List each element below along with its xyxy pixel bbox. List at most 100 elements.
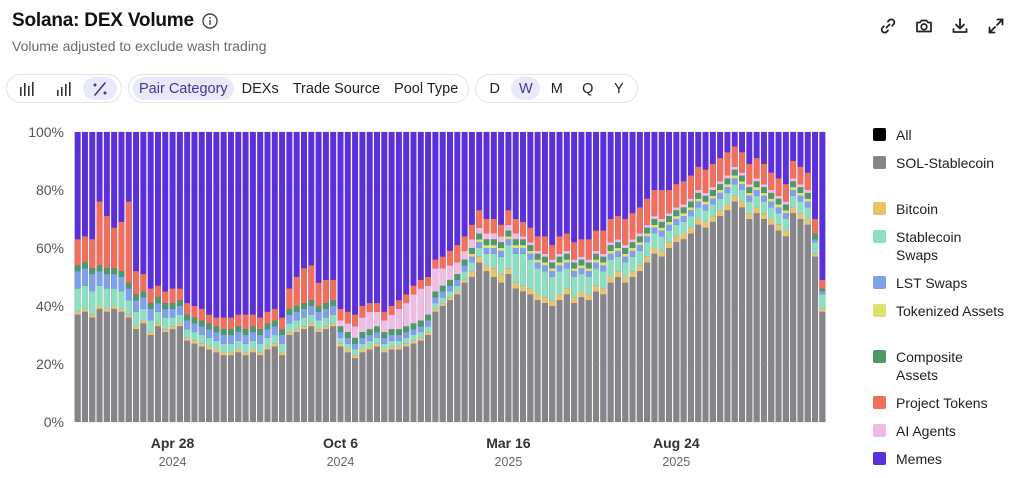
legend-item[interactable]: Project Tokens [873,394,1006,412]
bar-segment [286,288,293,309]
expand-icon[interactable] [984,14,1008,38]
bar-segment [490,219,497,234]
bar-segment [673,210,680,217]
bar-segment [454,245,461,263]
bar-segment [447,300,453,422]
bar-segment [125,288,132,301]
bar-segment [81,268,88,286]
bar-segment [549,306,556,422]
bar-segment [206,323,213,330]
bar-segment [651,227,658,234]
bar-segment [74,314,81,422]
period-year[interactable]: Y [613,80,624,97]
bar-segment [417,279,424,289]
tab-dexs[interactable]: DEXs [241,80,279,97]
bar-segment [388,340,395,347]
period-week[interactable]: W [511,77,541,100]
legend-item[interactable]: Composite Assets [873,348,1006,384]
bar-segment [636,236,643,243]
bar-segment [658,221,665,228]
bar-segment [89,239,96,269]
bar-segment [468,277,475,422]
legend-item[interactable]: AI Agents [873,422,1006,440]
bar-segment [578,259,585,266]
bar-segment [483,253,490,266]
camera-icon[interactable] [912,14,936,38]
bar-segment [687,207,694,211]
bar-segment [702,195,709,202]
bar-segment [695,219,702,225]
bar-segment [388,346,395,350]
bar-segment [775,204,782,208]
legend-item[interactable]: LST Swaps [873,274,1006,292]
bar-segment [366,340,373,347]
bar-segment [753,213,760,422]
download-icon[interactable] [948,14,972,38]
info-icon[interactable] [202,13,218,29]
stacked-bar-chart-button[interactable] [47,77,81,100]
bar-segment [724,184,731,188]
bar-segment [330,300,337,306]
legend-item[interactable]: Bitcoin [873,200,1006,218]
bar-segment [184,314,191,321]
bar-segment [220,317,227,330]
bar-segment [520,245,527,248]
period-quarter[interactable]: Q [582,80,594,97]
bar-segment [264,337,271,347]
legend-item[interactable]: Memes [873,450,1006,468]
bar-segment [257,343,264,353]
bar-segment [476,248,483,257]
percent-chart-button[interactable] [83,77,117,100]
bar-segment [556,294,563,301]
bar-segment [746,187,753,193]
bar-segment-memes [184,132,191,422]
bar-segment [483,219,490,234]
bar-segment [133,271,140,295]
bar-segment [512,253,519,283]
bar-segment [717,192,724,199]
period-month[interactable]: M [550,80,563,97]
bar-segment [227,329,234,335]
bar-segment [578,274,585,292]
bar-segment [782,201,789,205]
legend-item[interactable]: SOL-Stablecoin [873,154,1006,172]
bar-segment [476,239,483,243]
bar-segment [344,352,351,422]
bar-segment [644,233,651,237]
bar-segment [607,277,614,283]
bar-segment [717,198,724,211]
bar-segment [483,271,490,422]
bar-segment [753,195,760,208]
bar-segment [490,239,497,246]
tab-pool-type[interactable]: Pool Type [394,80,459,97]
bar-segment [644,242,651,257]
bar-segment [600,271,607,289]
bar-segment [709,204,716,217]
period-group: D W M Q Y [475,74,639,103]
legend-item[interactable]: All [873,126,1006,144]
bar-segment [673,216,680,219]
legend-item[interactable]: Stablecoin Swaps [873,228,1006,264]
bar-segment [695,201,702,208]
bar-segment [293,332,300,422]
bar-segment [447,291,453,298]
bar-segment [673,224,680,237]
tab-trade-source[interactable]: Trade Source [292,80,381,97]
link-icon[interactable] [876,14,900,38]
bar-segment [206,314,213,324]
bar-segment [549,268,556,272]
bar-segment [162,308,169,318]
bar-segment-memes [206,132,213,422]
bar-segment [563,268,570,289]
tab-pair-category[interactable]: Pair Category [133,77,234,100]
breakdown-group: Pair Category DEXs Trade Source Pool Typ… [128,74,470,103]
bar-chart-button[interactable] [11,77,45,100]
period-day[interactable]: D [489,80,501,97]
legend-item[interactable]: Tokenized Assets [873,302,1006,320]
bar-segment [593,250,600,254]
bar-segment [760,184,767,188]
bar-segment-memes [235,132,242,422]
bar-segment [381,349,388,353]
bar-segment [585,239,592,260]
bar-segment [352,355,359,359]
